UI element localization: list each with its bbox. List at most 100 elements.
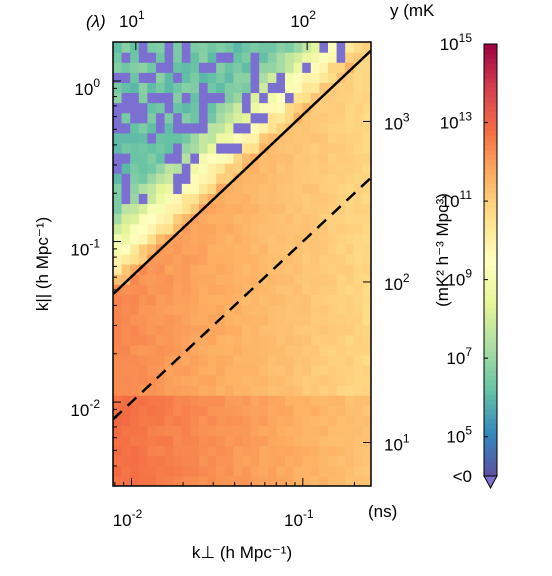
heatmap-cell: [242, 153, 252, 164]
heatmap-cell: [199, 173, 209, 184]
heatmap-cell: [276, 142, 286, 154]
heatmap-cell: [233, 395, 243, 406]
heatmap-cell: [207, 223, 217, 235]
heatmap-cell: [121, 405, 131, 416]
heatmap-cell: [328, 405, 338, 416]
heatmap-cell: [310, 173, 320, 184]
heatmap-cell: [276, 445, 286, 457]
heatmap-cell: [345, 153, 355, 164]
heatmap-cell: [267, 475, 277, 486]
heatmap-cell: [345, 455, 355, 467]
heatmap-cell: [319, 193, 329, 205]
heatmap-cell: [250, 324, 260, 336]
colorbar-segment: [484, 111, 497, 117]
heatmap-cell: [353, 274, 363, 285]
heatmap-cell: [276, 213, 286, 225]
heatmap-cell: [130, 223, 140, 235]
heatmap-cell: [362, 173, 371, 184]
heatmap-cell: [181, 142, 191, 154]
colorbar-segment: [484, 130, 497, 136]
heatmap-cell: [267, 304, 277, 316]
top-tick-label: 102: [290, 8, 316, 31]
heatmap-cell: [207, 294, 217, 305]
colorbar-segment: [484, 221, 497, 227]
colorbar-under-label: <0: [453, 467, 472, 486]
heatmap-cell: [138, 223, 148, 235]
heatmap-cell: [293, 163, 303, 174]
heatmap-cell: [250, 82, 260, 94]
heatmap-cell: [310, 72, 320, 83]
heatmap-cell: [362, 62, 371, 73]
heatmap-cell: [147, 112, 157, 124]
heatmap-cell: [242, 314, 252, 326]
heatmap-cell: [328, 183, 338, 194]
heatmap-cell: [319, 385, 329, 396]
heatmap-cell: [353, 233, 363, 245]
heatmap-cell: [173, 112, 183, 124]
heatmap-cell: [181, 153, 191, 164]
heatmap-cell: [302, 364, 312, 376]
heatmap-cell: [328, 304, 338, 316]
heatmap-cell: [345, 52, 355, 63]
heatmap-cell: [353, 203, 363, 215]
heatmap-cell: [293, 425, 303, 437]
top-axis-label: (λ): [86, 12, 106, 31]
heatmap-cell: [199, 72, 209, 83]
heatmap-cell: [285, 415, 295, 427]
heatmap-cell: [199, 385, 209, 396]
heatmap-cell: [328, 203, 338, 215]
heatmap-cell: [328, 274, 338, 285]
heatmap-cell: [190, 364, 200, 376]
heatmap-cell: [147, 364, 157, 376]
heatmap-cell: [130, 334, 140, 346]
heatmap-cell: [362, 344, 371, 356]
heatmap-cell: [113, 122, 123, 134]
heatmap-cell: [173, 425, 183, 437]
colorbar-segment: [484, 336, 497, 343]
heatmap-cell: [147, 183, 157, 194]
heatmap-cell: [362, 415, 371, 427]
heatmap-cell: [130, 445, 140, 457]
heatmap-cell: [156, 92, 166, 104]
heatmap-cell: [319, 102, 329, 114]
heatmap-cell: [242, 173, 252, 184]
colorbar-segment: [484, 159, 497, 165]
heatmap-cell: [259, 42, 269, 53]
heatmap-cell: [362, 203, 371, 215]
heatmap-cell: [293, 72, 303, 83]
heatmap-cell: [293, 395, 303, 406]
heatmap-cell: [233, 294, 243, 305]
heatmap-cell: [276, 405, 286, 416]
heatmap-cell: [242, 132, 252, 144]
heatmap-cell: [276, 122, 286, 134]
heatmap-cell: [259, 344, 269, 356]
heatmap-cell: [310, 62, 320, 73]
heatmap-cell: [233, 253, 243, 265]
heatmap-cell: [173, 435, 183, 447]
colorbar-segment: [484, 250, 497, 256]
heatmap-cell: [199, 314, 209, 326]
heatmap-cell: [130, 364, 140, 376]
heatmap-cell: [181, 364, 191, 376]
heatmap-cell: [113, 475, 123, 486]
heatmap-cell: [130, 203, 140, 215]
heatmap-cell: [207, 304, 217, 316]
colorbar-units-label: (mK² h⁻³ Mpc³): [433, 193, 452, 307]
heatmap-cell: [293, 334, 303, 346]
heatmap-cell: [121, 142, 131, 154]
heatmap-cell: [302, 92, 312, 104]
heatmap-cell: [353, 122, 363, 134]
heatmap-cell: [190, 324, 200, 336]
heatmap-cell: [147, 163, 157, 174]
colorbar-segment: [484, 53, 497, 59]
heatmap-cell: [224, 243, 234, 255]
heatmap-cell: [113, 72, 123, 83]
heatmap-cell: [173, 314, 183, 326]
colorbar-tick-label: 109: [446, 267, 472, 290]
heatmap-cell: [250, 385, 260, 396]
heatmap-cell: [164, 62, 174, 73]
heatmap-cell: [362, 375, 371, 386]
heatmap-cell: [121, 274, 131, 285]
heatmap-cell: [353, 163, 363, 174]
heatmap-cell: [190, 193, 200, 205]
